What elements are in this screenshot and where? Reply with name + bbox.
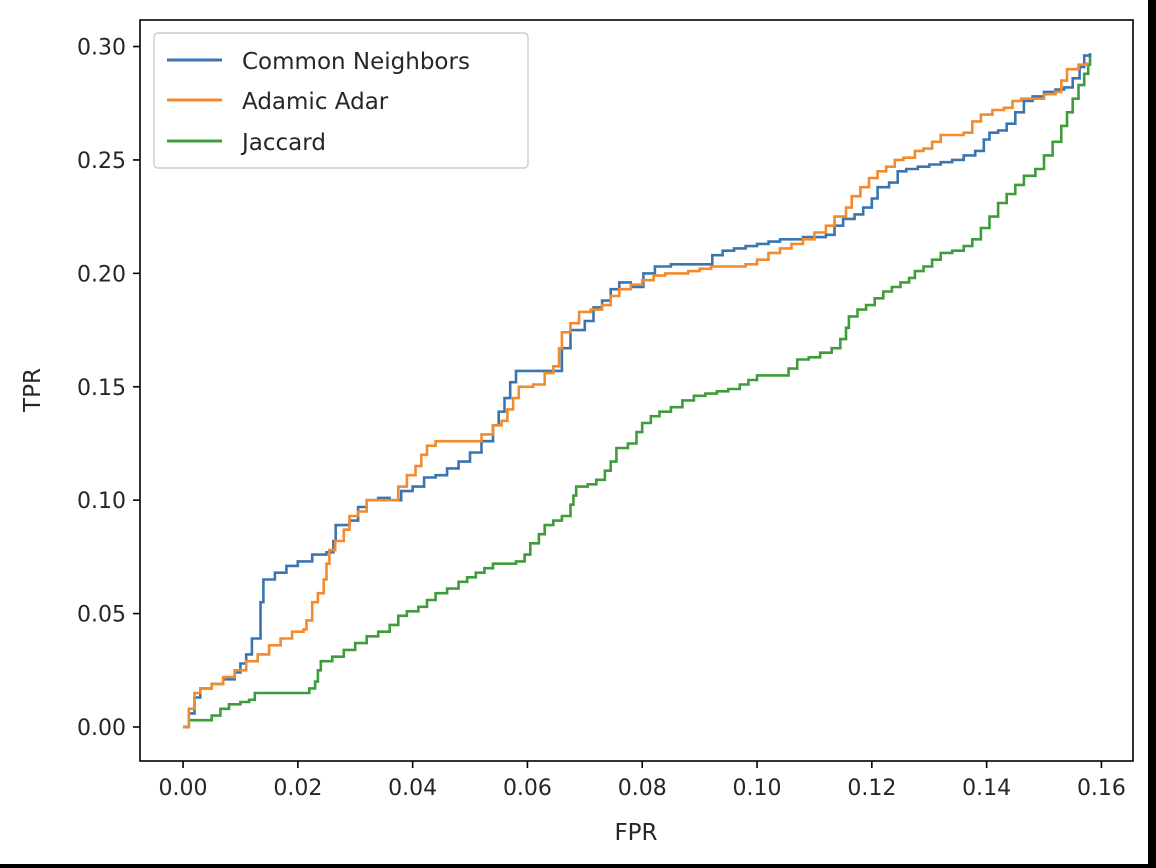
ticks-layer: 0.00 0.02 0.04 0.06 0.08 0.10 0.12 0.14 0.16 0.00… — [77, 36, 1126, 801]
series-line-jaccard — [183, 53, 1092, 729]
y-axis-label: TPR — [20, 368, 46, 413]
y-tick-label: 0.30 — [77, 36, 126, 61]
plot-frame — [139, 19, 1134, 762]
x-tick-label: 0.14 — [962, 776, 1011, 801]
y-tick-label: 0.00 — [77, 716, 126, 741]
x-tick-label: 0.00 — [159, 776, 208, 801]
legend-label-common-neighbors: Common Neighbors — [242, 49, 470, 75]
x-tick-label: 0.08 — [618, 776, 667, 801]
y-tick-label: 0.20 — [77, 262, 126, 287]
x-tick-label: 0.12 — [847, 776, 896, 801]
legend-label-adamic-adar: Adamic Adar — [242, 89, 389, 115]
y-tick-label: 0.10 — [77, 489, 126, 514]
x-tick-label: 0.10 — [733, 776, 782, 801]
legend-box — [153, 32, 529, 169]
x-tick-label: 0.16 — [1077, 776, 1126, 801]
legend-label-jaccard: Jaccard — [240, 130, 326, 156]
x-axis-label: FPR — [614, 820, 657, 846]
series-line-common-neighbors — [183, 53, 1092, 729]
series-line-adamic-adar — [183, 62, 1089, 729]
y-tick-label: 0.05 — [77, 603, 126, 628]
x-tick-label: 0.04 — [388, 776, 437, 801]
x-tick-label: 0.06 — [503, 776, 552, 801]
y-tick-label: 0.15 — [77, 376, 126, 401]
y-tick-label: 0.25 — [77, 149, 126, 174]
legend: Common Neighbors Adamic Adar Jaccard — [153, 32, 529, 169]
x-tick-label: 0.02 — [273, 776, 322, 801]
series-layer — [183, 53, 1092, 729]
